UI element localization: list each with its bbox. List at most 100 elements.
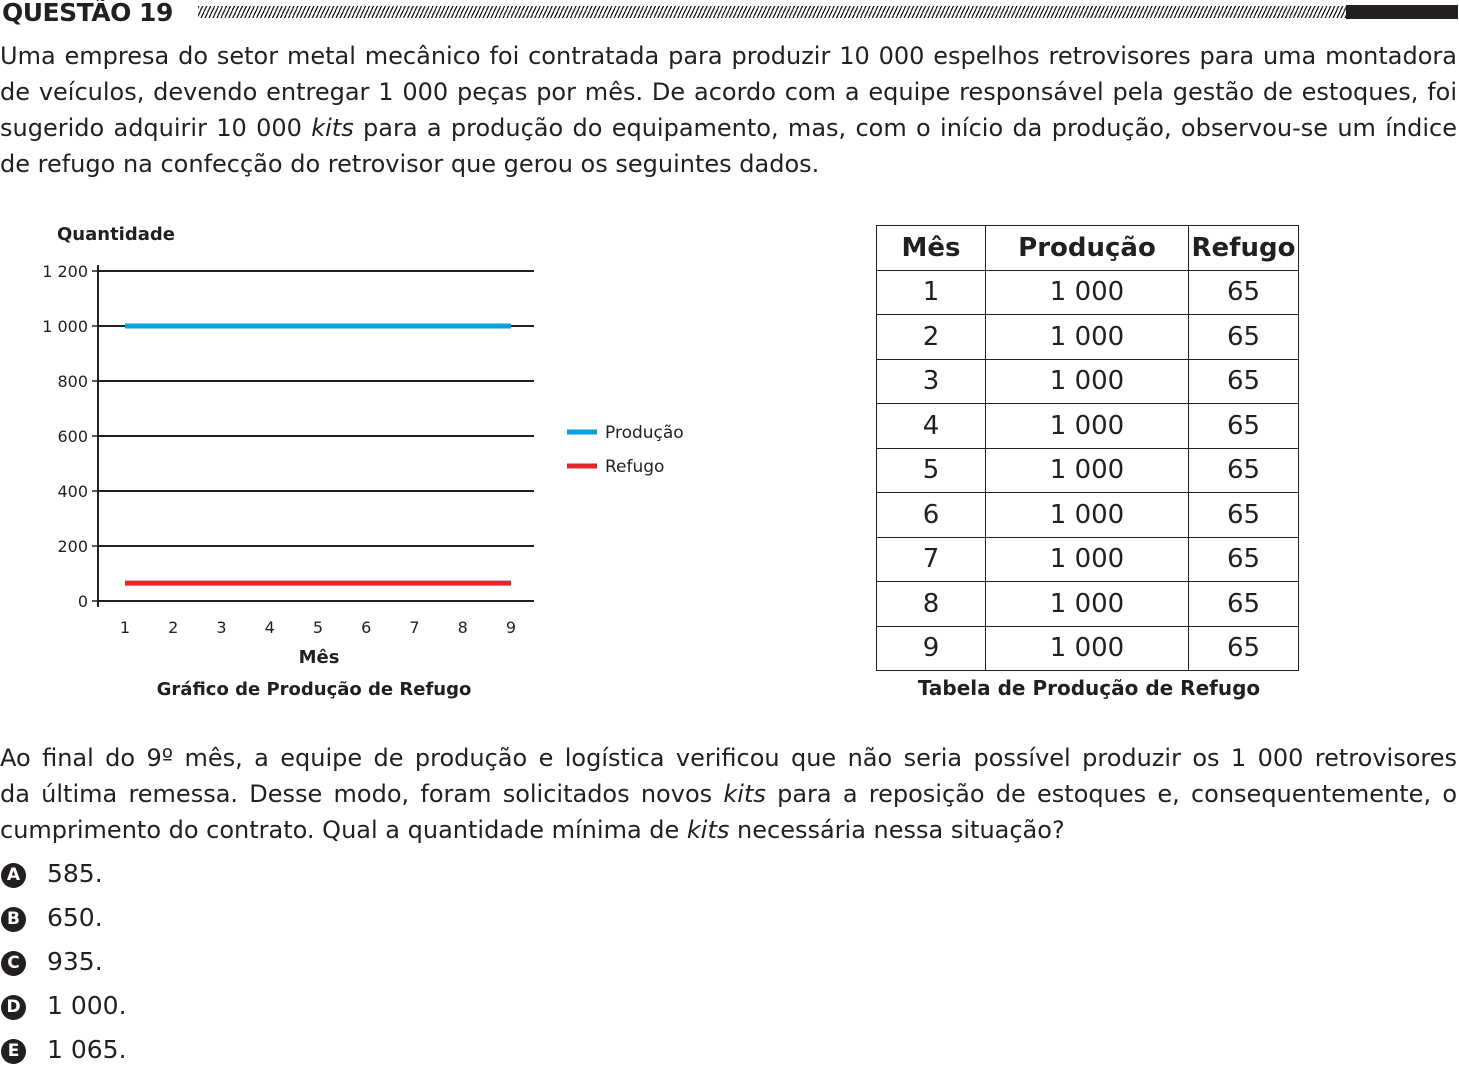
paragraph-line: de refugo na confecção do retrovisor que… — [0, 146, 1457, 182]
table-cell: 65 — [1188, 625, 1299, 671]
table-cell: 2 — [876, 314, 986, 360]
option-text: 935. — [47, 947, 103, 976]
y-axis-label: Quantidade — [57, 224, 175, 245]
table-cell: 65 — [1188, 581, 1299, 627]
y-tick-label: 800 — [57, 372, 88, 391]
italic-term: kits — [723, 780, 766, 808]
table-cell: 1 000 — [985, 269, 1189, 315]
option-text: 1 065. — [47, 1035, 127, 1064]
table-caption: Tabela de Produção de Refugo — [917, 676, 1261, 700]
table-cell: 65 — [1188, 492, 1299, 538]
table-header-scrap: Refugo — [1188, 225, 1299, 271]
table-cell: 9 — [876, 625, 986, 671]
table-cell: 1 000 — [985, 314, 1189, 360]
table-cell: 1 000 — [985, 358, 1189, 404]
option-e[interactable]: E 1 065. — [0, 1028, 300, 1072]
text-segment: de veículos, devendo entregar 1 000 peça… — [0, 78, 1457, 106]
table-cell: 8 — [876, 581, 986, 627]
text-segment: cumprimento do contrato. Qual a quantida… — [0, 816, 687, 844]
option-text: 585. — [47, 859, 103, 888]
y-tick-label: 200 — [57, 537, 88, 556]
y-tick-label: 1 000 — [42, 317, 88, 336]
y-tick-label: 0 — [78, 592, 88, 611]
y-tick-label: 600 — [57, 427, 88, 446]
question-paragraph: Ao final do 9º mês, a equipe de produção… — [0, 740, 1457, 848]
text-segment: para a produção do equipamento, mas, com… — [353, 114, 1457, 142]
question-header: QUESTÃO 19 — [0, 0, 1459, 27]
table-cell: 1 000 — [985, 625, 1189, 671]
text-segment: de refugo na confecção do retrovisor que… — [0, 150, 820, 178]
table-header-row: Mês Produção Refugo — [876, 225, 1299, 271]
x-axis-label: Mês — [299, 647, 340, 668]
table-cell: 7 — [876, 536, 986, 582]
y-tick-label: 1 200 — [42, 262, 88, 281]
table-cell: 1 000 — [985, 581, 1189, 627]
option-letter-badge: A — [1, 863, 26, 888]
table-cell: 4 — [876, 403, 986, 449]
option-a[interactable]: A 585. — [0, 852, 300, 896]
table-cell: 65 — [1188, 447, 1299, 493]
chart-title: Gráfico de Produção de Refugo — [157, 679, 472, 700]
option-d[interactable]: D 1 000. — [0, 984, 300, 1028]
table-cell: 5 — [876, 447, 986, 493]
paragraph-line: da última remessa. Desse modo, foram sol… — [0, 776, 1457, 812]
table-cell: 1 000 — [985, 403, 1189, 449]
paragraph-line: cumprimento do contrato. Qual a quantida… — [0, 812, 1457, 848]
paragraph-line: sugerido adquirir 10 000 kits para a pro… — [0, 110, 1457, 146]
table-cell: 65 — [1188, 536, 1299, 582]
y-tick-label: 400 — [57, 482, 88, 501]
x-tick-label: 2 — [168, 618, 178, 637]
option-text: 1 000. — [47, 991, 127, 1020]
x-tick-label: 6 — [361, 618, 371, 637]
italic-term: kits — [686, 816, 730, 844]
table-cell: 65 — [1188, 403, 1299, 449]
table-header-month: Mês — [876, 225, 986, 271]
x-tick-label: 4 — [265, 618, 275, 637]
italic-term: kits — [311, 114, 354, 142]
x-tick-label: 3 — [216, 618, 226, 637]
table-cell: 1 000 — [985, 447, 1189, 493]
option-letter-badge: E — [1, 1039, 26, 1064]
option-letter-badge: D — [1, 995, 26, 1020]
header-solid-bar — [1346, 5, 1458, 19]
table-cell: 65 — [1188, 314, 1299, 360]
table-cell: 65 — [1188, 358, 1299, 404]
table-cell: 1 — [876, 269, 986, 315]
text-segment: para a reposição de estoques e, conseque… — [765, 780, 1457, 808]
paragraph-line: de veículos, devendo entregar 1 000 peça… — [0, 74, 1457, 110]
table-header-production: Produção — [985, 225, 1189, 271]
table-cell: 1 000 — [985, 536, 1189, 582]
intro-paragraph: Uma empresa do setor metal mecânico foi … — [0, 38, 1457, 182]
x-tick-label: 7 — [409, 618, 419, 637]
legend-label: Refugo — [605, 457, 664, 477]
option-letter-badge: C — [1, 951, 26, 976]
text-segment: sugerido adquirir 10 000 — [0, 114, 312, 142]
text-segment: Ao final do 9º mês, a equipe de produção… — [0, 744, 1457, 772]
text-segment: da última remessa. Desse modo, foram sol… — [0, 780, 724, 808]
table-cell: 6 — [876, 492, 986, 538]
table-cell: 65 — [1188, 269, 1299, 315]
header-hatch-bar — [198, 6, 1346, 18]
option-b[interactable]: B 650. — [0, 896, 300, 940]
option-text: 650. — [47, 903, 103, 932]
option-c[interactable]: C 935. — [0, 940, 300, 984]
table-cell: 1 000 — [985, 492, 1189, 538]
legend-label: Produção — [605, 423, 684, 443]
table-cell: 3 — [876, 358, 986, 404]
text-segment: necessária nessa situação? — [729, 816, 1065, 844]
paragraph-line: Uma empresa do setor metal mecânico foi … — [0, 38, 1457, 74]
paragraph-line: Ao final do 9º mês, a equipe de produção… — [0, 740, 1457, 776]
x-tick-label: 1 — [120, 618, 130, 637]
x-tick-label: 8 — [458, 618, 468, 637]
